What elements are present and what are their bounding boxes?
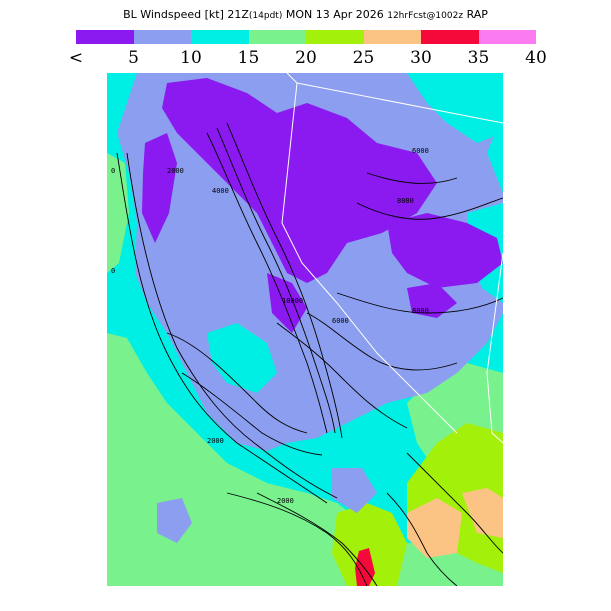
contour-label-1: 0 bbox=[111, 167, 115, 175]
field-25-30-b bbox=[462, 488, 503, 538]
map-svg: 0 2000 4000 6000 8000 10000 2000 6000 80… bbox=[107, 73, 503, 586]
terrain-contours bbox=[116, 122, 503, 586]
chart-title: BL Windspeed [kt] 21Z(14pdt) MON 13 Apr … bbox=[0, 8, 611, 21]
legend-label-8: 40 bbox=[525, 48, 547, 68]
field-25-30 bbox=[407, 498, 462, 558]
legend-swatch-0 bbox=[76, 30, 134, 44]
field-lt5-east bbox=[387, 213, 503, 288]
wind-map: 0 2000 4000 6000 8000 10000 2000 6000 80… bbox=[107, 73, 503, 586]
legend-label-1: 5 bbox=[128, 48, 139, 68]
color-legend bbox=[76, 30, 536, 44]
contour-label-11: 0 bbox=[111, 267, 115, 275]
contour-label-2: 2000 bbox=[167, 167, 184, 175]
field-5-10-south bbox=[157, 498, 192, 543]
legend-swatch-7 bbox=[478, 30, 536, 44]
field-15-20-south bbox=[107, 333, 503, 586]
legend-label-0: < bbox=[68, 48, 84, 68]
field-15-20-west bbox=[107, 153, 129, 273]
contour-label-6: 10000 bbox=[282, 297, 303, 305]
legend-swatch-6 bbox=[421, 30, 479, 44]
contour-label-8: 6000 bbox=[332, 317, 349, 325]
contour-label-5: 8000 bbox=[397, 197, 414, 205]
legend-label-7: 35 bbox=[467, 48, 490, 68]
legend-label-6: 30 bbox=[410, 48, 432, 68]
state-borders bbox=[281, 73, 503, 444]
legend-label-2: 10 bbox=[180, 48, 202, 68]
title-main: BL Windspeed [kt] 21Z bbox=[123, 8, 249, 21]
title-date: MON 13 Apr 2026 bbox=[285, 8, 384, 21]
field-5-10-south-b bbox=[332, 468, 377, 513]
contour-label-9: 8000 bbox=[412, 307, 429, 315]
title-pdt: (14pdt) bbox=[248, 11, 283, 21]
contour-label-10: 2000 bbox=[277, 497, 294, 505]
field-10-15-inner bbox=[207, 323, 277, 393]
field-lt5-west bbox=[142, 133, 177, 243]
legend-swatch-2 bbox=[191, 30, 249, 44]
contour-label-3: 4000 bbox=[212, 187, 229, 195]
field-lt5-north bbox=[162, 78, 437, 283]
contour-label-4: 6000 bbox=[412, 147, 429, 155]
title-forecast: 12hrFcst@1002z bbox=[387, 11, 464, 21]
field-30-35 bbox=[355, 548, 375, 586]
contour-label-7: 2000 bbox=[207, 437, 224, 445]
field-10-15-ne bbox=[407, 73, 503, 143]
field-20-25-south bbox=[332, 503, 407, 586]
legend-label-4: 20 bbox=[295, 48, 317, 68]
legend-label-3: 15 bbox=[237, 48, 260, 68]
field-lt5-se bbox=[407, 283, 457, 318]
title-model: RAP bbox=[466, 8, 488, 21]
legend-label-5: 25 bbox=[352, 48, 375, 68]
contour-labels: 0 2000 4000 6000 8000 10000 2000 6000 80… bbox=[111, 147, 429, 505]
legend-swatch-5 bbox=[363, 30, 421, 44]
field-lt5-center bbox=[267, 273, 307, 333]
legend-labels: <5 10 15 20 25 30 35 40 bbox=[0, 48, 611, 68]
legend-swatch-3 bbox=[248, 30, 306, 44]
legend-swatch-1 bbox=[133, 30, 191, 44]
legend-swatch-4 bbox=[306, 30, 364, 44]
